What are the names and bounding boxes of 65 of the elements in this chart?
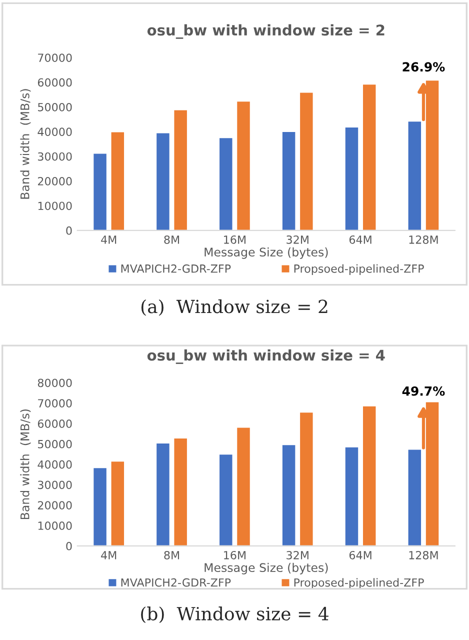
bar bbox=[236, 426, 251, 546]
y-tick-label: 70000 bbox=[38, 399, 72, 408]
x-tick-label: 8M bbox=[164, 235, 180, 244]
bar bbox=[298, 92, 314, 230]
y-tick-label: 10000 bbox=[38, 202, 72, 210]
x-tick-label: 64M bbox=[349, 550, 372, 560]
bar bbox=[344, 446, 360, 546]
x-axis-title: Message Size (bytes) bbox=[204, 562, 328, 574]
y-axis-title: Band width (MB/s) bbox=[20, 89, 31, 199]
x-axis-title: Message Size (bytes) bbox=[204, 247, 328, 259]
bar bbox=[236, 100, 251, 230]
y-tick-label: 80000 bbox=[38, 378, 72, 388]
legend-label: MVAPICH2-GDR-ZFP bbox=[121, 578, 231, 587]
y-axis-title: Band width (MB/s) bbox=[20, 409, 31, 520]
x-tick-label: 32M bbox=[286, 550, 308, 560]
chart-title: osu_bw with window size = 2 bbox=[147, 24, 384, 39]
bar bbox=[281, 130, 296, 230]
y-tick-label: 0 bbox=[66, 542, 72, 550]
bar bbox=[92, 152, 108, 230]
y-tick-label: 10000 bbox=[38, 521, 72, 530]
x-tick-label: 16M bbox=[224, 235, 246, 244]
x-tick-label: 64M bbox=[349, 235, 372, 244]
text: (b) Window size = 4 bbox=[141, 606, 328, 624]
chart-title: osu_bw with window size = 4 bbox=[147, 349, 385, 364]
y-tick-label: 30000 bbox=[38, 480, 72, 490]
y-tick-label: 60000 bbox=[38, 419, 72, 428]
bar bbox=[407, 120, 422, 230]
y-tick-label: 0 bbox=[66, 226, 72, 235]
legend-label: MVAPICH2-GDR-ZFP bbox=[121, 264, 231, 273]
legend-label: Propsoed-pipelined-ZFP bbox=[294, 264, 424, 275]
bar bbox=[407, 448, 422, 546]
x-tick-label: 16M bbox=[224, 550, 246, 560]
bar bbox=[218, 454, 234, 546]
x-tick-label: 8M bbox=[164, 550, 180, 560]
bar bbox=[173, 109, 188, 230]
y-tick-label: 60000 bbox=[38, 78, 72, 87]
x-tick-label: 128M bbox=[409, 550, 438, 560]
bar bbox=[92, 467, 108, 546]
bar bbox=[110, 460, 126, 546]
bar bbox=[155, 132, 170, 230]
legend-label: Proposed-pipelined-ZFP bbox=[294, 578, 424, 589]
y-tick-label: 50000 bbox=[38, 102, 72, 112]
y-tick-label: 70000 bbox=[38, 54, 72, 62]
bar bbox=[362, 405, 377, 546]
bar bbox=[344, 126, 360, 230]
bar bbox=[173, 437, 188, 546]
y-tick-label: 30000 bbox=[38, 152, 72, 161]
y-tick-label: 40000 bbox=[38, 128, 72, 136]
bar bbox=[281, 444, 296, 546]
bar bbox=[362, 83, 377, 230]
x-tick-label: 128M bbox=[409, 235, 438, 244]
y-tick-label: 40000 bbox=[38, 460, 72, 469]
bar bbox=[110, 131, 126, 230]
x-tick-label: 4M bbox=[101, 551, 116, 560]
bar bbox=[155, 442, 170, 546]
text: (a) Window size = 2 bbox=[141, 299, 328, 316]
annotation: 26.9% bbox=[402, 62, 445, 72]
bar bbox=[218, 137, 234, 230]
annotation: 49.7% bbox=[402, 386, 445, 396]
y-tick-label: 20000 bbox=[38, 501, 72, 510]
y-tick-label: 20000 bbox=[38, 177, 72, 186]
bar bbox=[298, 412, 314, 546]
x-tick-label: 4M bbox=[101, 236, 116, 244]
x-tick-label: 32M bbox=[286, 235, 308, 244]
y-tick-label: 50000 bbox=[38, 440, 72, 448]
